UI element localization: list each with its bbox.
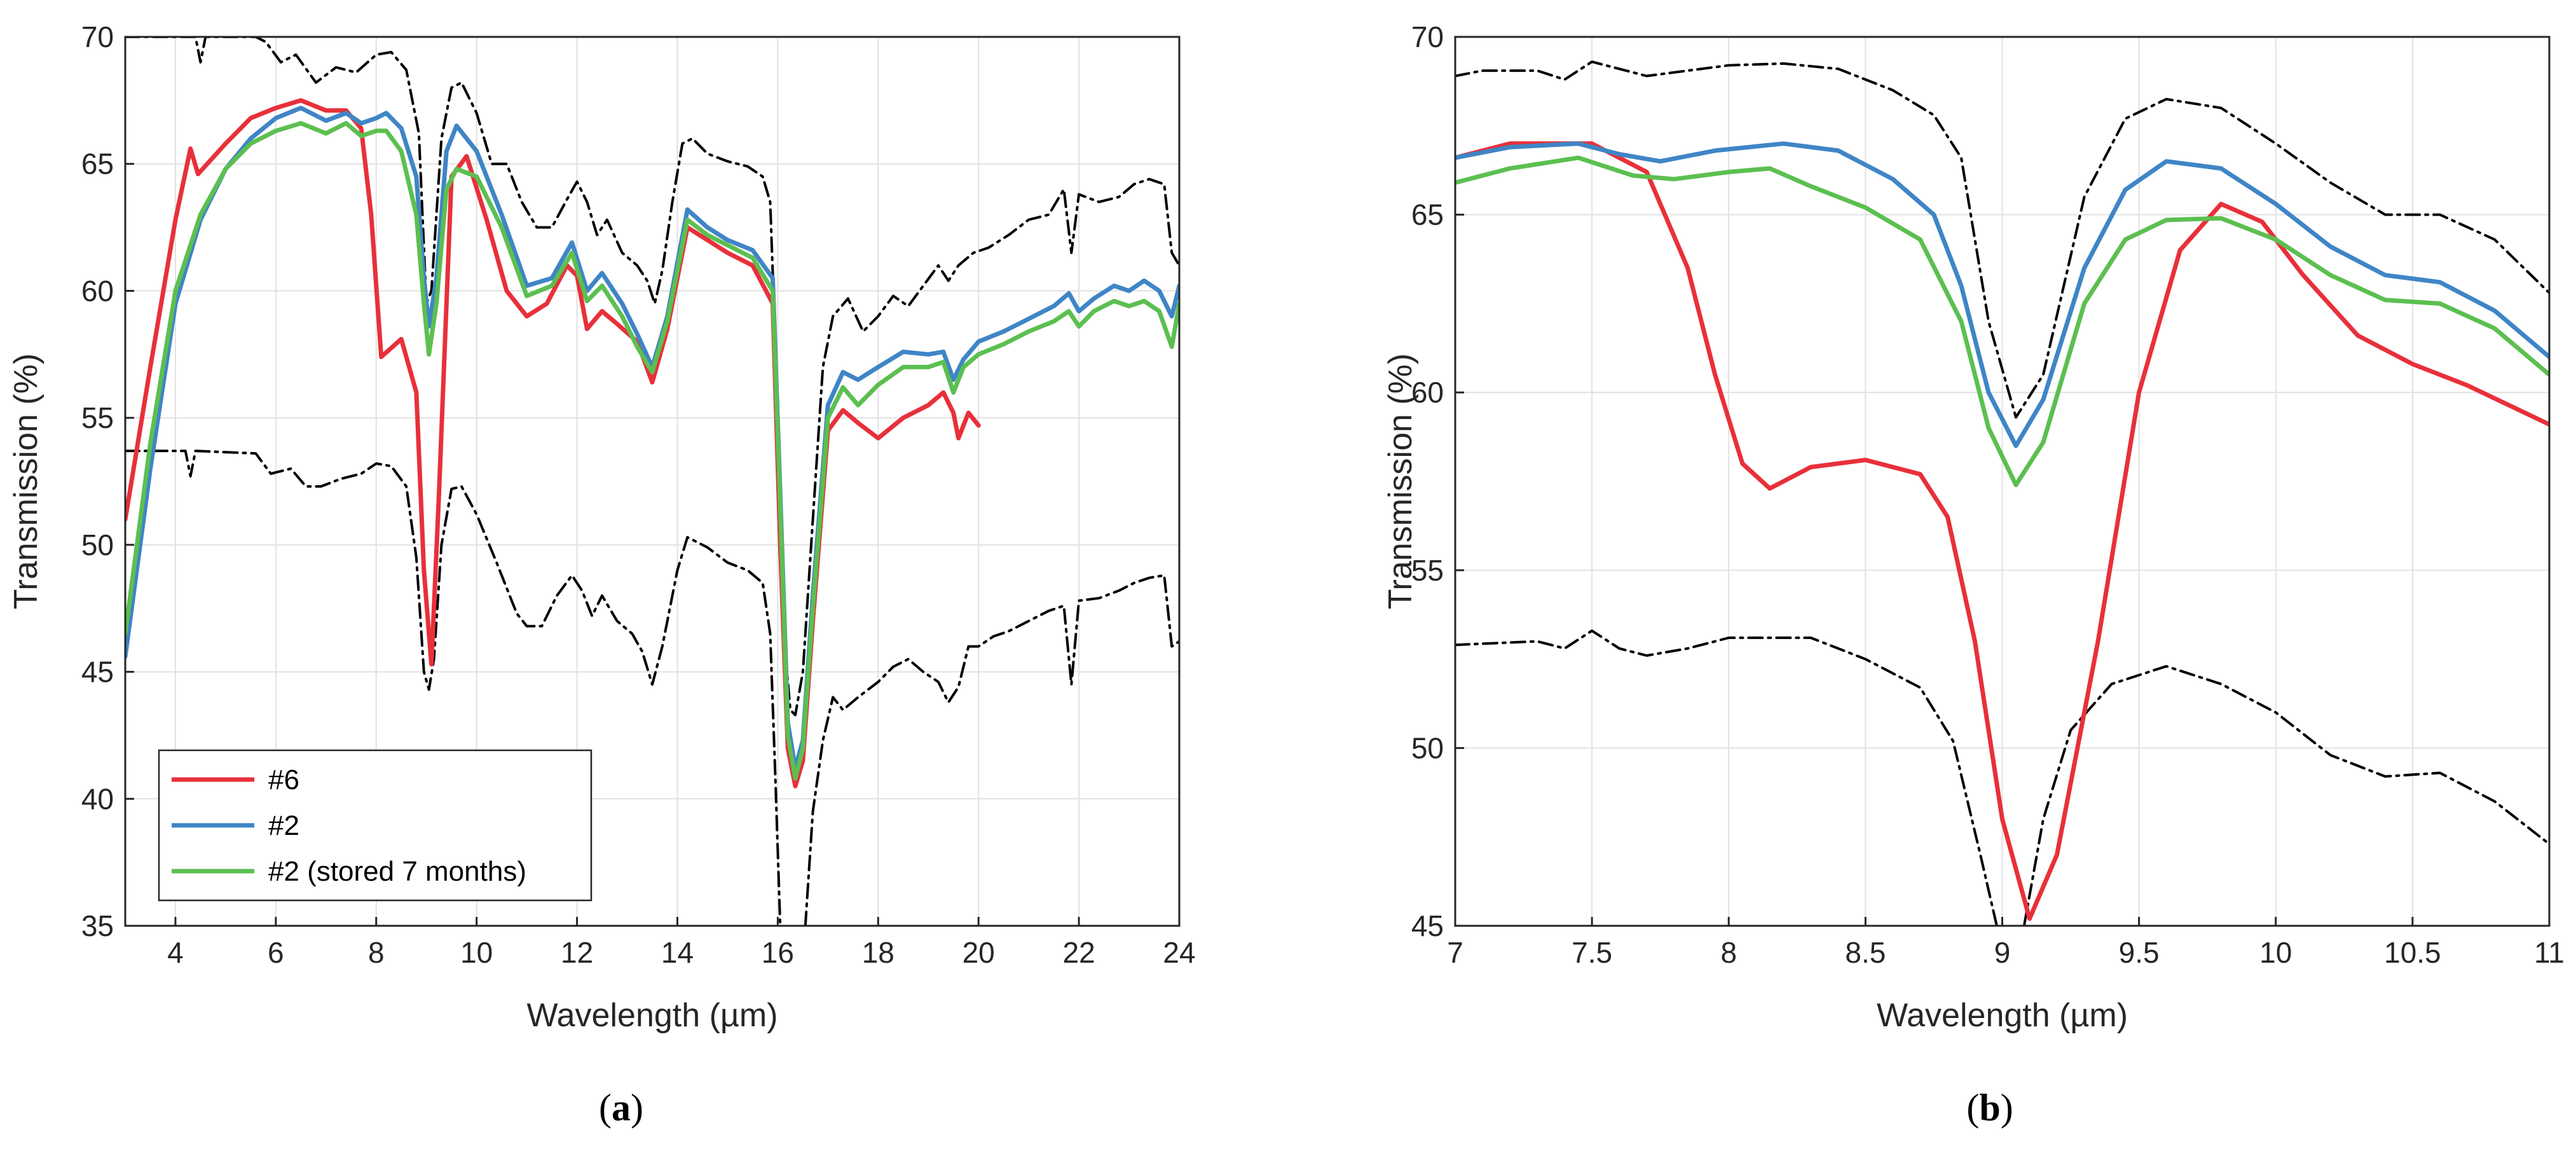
series-line-s2stored bbox=[125, 121, 1179, 781]
series-line-lower bbox=[125, 450, 782, 926]
series-line-lower-tail bbox=[804, 574, 1179, 926]
y-tick-label: 45 bbox=[81, 656, 114, 689]
y-tick-label: 60 bbox=[1411, 376, 1444, 409]
y-tick-label: 35 bbox=[81, 909, 114, 942]
x-tick-label: 8 bbox=[1720, 936, 1737, 969]
y-tick-label: 50 bbox=[81, 528, 114, 561]
y-tick-label: 50 bbox=[1411, 731, 1444, 764]
series-group bbox=[1455, 60, 2549, 926]
panel-a-chart: 4 6 8 10 12 14 16 18 20 22 24 35 40 45 50 55 60 65 70 Wavel… bbox=[8, 20, 1196, 1129]
y-tick-label: 65 bbox=[1411, 198, 1444, 231]
x-tick-label: 9 bbox=[1994, 936, 2011, 969]
series-line-lower bbox=[1455, 629, 1998, 926]
y-tick-label: 70 bbox=[81, 20, 114, 53]
series-group bbox=[125, 37, 1179, 926]
series-line-s6 bbox=[1455, 141, 2549, 921]
x-tick-label: 12 bbox=[561, 936, 593, 969]
y-axis-label: Transmission (%) bbox=[8, 354, 45, 610]
x-axis-label: Wavelength (µm) bbox=[526, 997, 778, 1034]
series-line-lower-tail bbox=[2022, 664, 2549, 926]
series-line-upper bbox=[1455, 60, 2549, 419]
x-tick-label: 11 bbox=[2534, 936, 2565, 969]
x-tick-label: 16 bbox=[762, 936, 794, 969]
series-line-s2stored bbox=[1455, 155, 2549, 488]
y-tick-label: 65 bbox=[81, 148, 114, 181]
x-tick-label: 8 bbox=[368, 936, 385, 969]
x-tick-label: 4 bbox=[167, 936, 184, 969]
y-tick-label: 55 bbox=[81, 401, 114, 434]
x-tick-label: 10 bbox=[2259, 936, 2292, 969]
x-tick-label: 6 bbox=[268, 936, 284, 969]
series-line-s2 bbox=[1455, 141, 2549, 448]
panel-label: (a) bbox=[599, 1087, 643, 1129]
x-tick-label: 14 bbox=[661, 936, 694, 969]
y-tick-label: 70 bbox=[1411, 20, 1444, 53]
y-tick-label: 45 bbox=[1411, 909, 1444, 942]
series-line-s2 bbox=[125, 106, 1179, 771]
x-tick-label: 8.5 bbox=[1845, 936, 1886, 969]
panel-label: (b) bbox=[1966, 1087, 2013, 1129]
legend-label-s2: #2 bbox=[268, 810, 299, 841]
legend-label-s6: #6 bbox=[268, 764, 299, 795]
x-tick-label: 18 bbox=[862, 936, 894, 969]
axes-box bbox=[124, 36, 1181, 927]
x-tick-label: 10.5 bbox=[2384, 936, 2441, 969]
y-axis-label: Transmission (%) bbox=[1382, 354, 1419, 610]
x-tick-label: 24 bbox=[1163, 936, 1195, 969]
series-line-s6 bbox=[125, 98, 981, 788]
legend: #6 #2 #2 (stored 7 months) bbox=[158, 749, 593, 902]
x-tick-label: 20 bbox=[963, 936, 995, 969]
y-tick-label: 55 bbox=[1411, 554, 1444, 587]
y-tick-label: 60 bbox=[81, 274, 114, 307]
x-axis-label: Wavelength (µm) bbox=[1877, 997, 2128, 1034]
x-tick-label: 10 bbox=[460, 936, 493, 969]
x-tick-label: 7.5 bbox=[1572, 936, 1612, 969]
series-line-upper bbox=[125, 37, 1179, 717]
y-tick-label: 40 bbox=[81, 782, 114, 815]
panel-b-chart: 7 7.5 8 8.5 9 9.5 10 10.5 11 45 50 55 60 65 70 Waveleng… bbox=[1382, 20, 2565, 1129]
x-tick-label: 22 bbox=[1063, 936, 1095, 969]
legend-label-s2stored: #2 (stored 7 months) bbox=[268, 856, 526, 887]
x-tick-label: 7 bbox=[1447, 936, 1463, 969]
x-tick-label: 9.5 bbox=[2119, 936, 2160, 969]
